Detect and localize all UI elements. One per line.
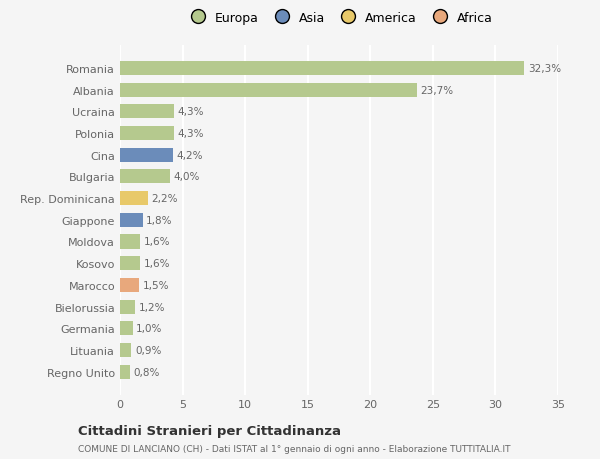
Bar [120, 278, 139, 292]
Text: 0,8%: 0,8% [134, 367, 160, 377]
Text: 32,3%: 32,3% [528, 64, 561, 74]
Text: 23,7%: 23,7% [421, 85, 454, 95]
Bar [120, 170, 170, 184]
Text: 4,0%: 4,0% [174, 172, 200, 182]
Bar [120, 365, 130, 379]
Bar [120, 213, 143, 227]
Text: 1,0%: 1,0% [136, 324, 163, 334]
Bar [120, 127, 174, 141]
Bar [120, 148, 173, 162]
Bar [120, 192, 148, 206]
Bar [120, 300, 135, 314]
Text: 4,3%: 4,3% [178, 129, 204, 139]
Text: 1,5%: 1,5% [143, 280, 169, 290]
Text: 1,6%: 1,6% [144, 258, 170, 269]
Text: Cittadini Stranieri per Cittadinanza: Cittadini Stranieri per Cittadinanza [78, 424, 341, 437]
Text: COMUNE DI LANCIANO (CH) - Dati ISTAT al 1° gennaio di ogni anno - Elaborazione T: COMUNE DI LANCIANO (CH) - Dati ISTAT al … [78, 444, 511, 453]
Bar [120, 62, 524, 76]
Text: 2,2%: 2,2% [151, 194, 178, 204]
Text: 0,9%: 0,9% [135, 345, 161, 355]
Bar [120, 105, 174, 119]
Legend: Europa, Asia, America, Africa: Europa, Asia, America, Africa [180, 7, 498, 30]
Text: 1,6%: 1,6% [144, 237, 170, 247]
Text: 1,2%: 1,2% [139, 302, 165, 312]
Bar [120, 343, 131, 357]
Bar [120, 321, 133, 336]
Bar [120, 235, 140, 249]
Text: 4,3%: 4,3% [178, 107, 204, 117]
Bar [120, 257, 140, 271]
Text: 1,8%: 1,8% [146, 215, 173, 225]
Text: 4,2%: 4,2% [176, 151, 203, 160]
Bar [120, 84, 416, 97]
